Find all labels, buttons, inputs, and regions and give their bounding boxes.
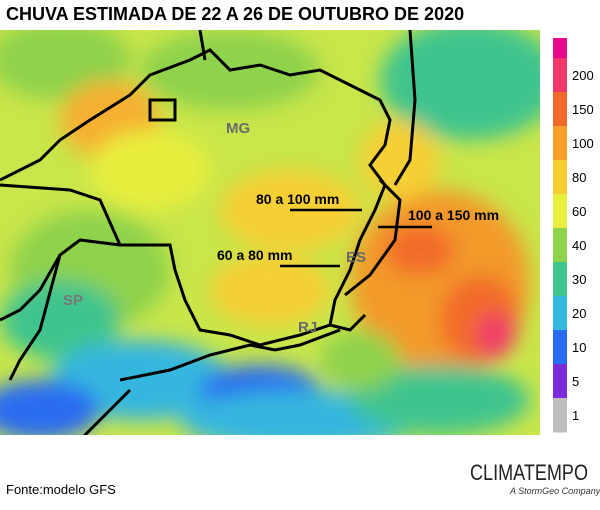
- legend-label: 1: [572, 408, 579, 423]
- annotation: 80 a 100 mm: [256, 191, 339, 207]
- legend-label: 30: [572, 272, 586, 287]
- legend-swatch: [553, 398, 567, 433]
- legend-swatch: [553, 364, 567, 399]
- legend-swatch: [553, 126, 567, 161]
- logo: CLIMATEMPO: [470, 460, 588, 485]
- legend-label: 200: [572, 68, 594, 83]
- source: Fonte:modelo GFS: [6, 482, 116, 497]
- legend-swatch: [553, 296, 567, 331]
- legend: 200 150 100 80 60 40 30 20 10 5 1: [553, 58, 594, 433]
- legend-swatch: [553, 58, 567, 93]
- state-label: ES: [346, 249, 366, 266]
- legend-label: 10: [572, 340, 586, 355]
- annotations: 80 a 100 mm 60 a 80 mm 100 a 150 mm: [217, 191, 499, 268]
- legend-swatch: [553, 228, 567, 263]
- legend-label: 40: [572, 238, 586, 253]
- legend-label: 150: [572, 102, 594, 117]
- state-label: MG: [226, 120, 250, 137]
- legend-swatch: [553, 194, 567, 229]
- logo-tagline: A StormGeo Company: [509, 486, 600, 496]
- state-label: SP: [63, 292, 83, 309]
- annotation: 100 a 150 mm: [408, 207, 499, 223]
- legend-swatch: [553, 160, 567, 195]
- legend-label: 20: [572, 306, 586, 321]
- title: CHUVA ESTIMADA DE 22 A 26 DE OUTUBRO DE …: [6, 4, 464, 24]
- legend-label: 5: [572, 374, 579, 389]
- state-label: RJ: [298, 319, 317, 336]
- legend-swatch: [553, 92, 567, 127]
- legend-top-band: [553, 38, 567, 58]
- legend-swatch: [553, 262, 567, 297]
- legend-swatch: [553, 330, 567, 365]
- state-labels: MG ES SP RJ: [63, 120, 366, 336]
- legend-label: 100: [572, 136, 594, 151]
- legend-label: 60: [572, 204, 586, 219]
- annotation: 60 a 80 mm: [217, 247, 293, 263]
- legend-label: 80: [572, 170, 586, 185]
- borders: [0, 30, 417, 435]
- rain-field: [0, 30, 540, 435]
